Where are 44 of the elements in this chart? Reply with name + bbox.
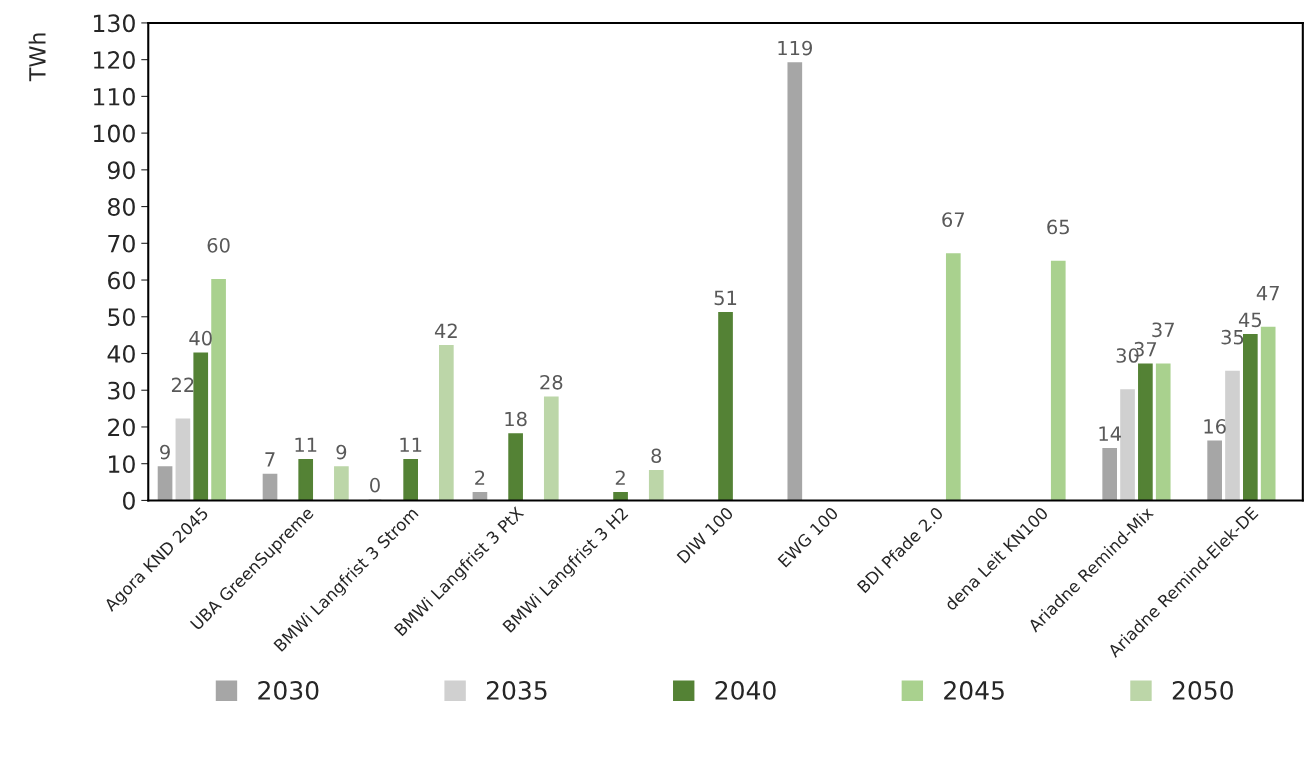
data-label: 11 — [400, 437, 422, 452]
legend-label: 2050 — [1172, 680, 1233, 700]
data-label: 65 — [1047, 219, 1069, 235]
data-label: 18 — [505, 411, 527, 427]
legend-label: 2035 — [486, 680, 547, 700]
data-label: 11 — [295, 437, 317, 452]
data-label: 2 — [475, 470, 485, 485]
y-tick-label: 100 — [93, 124, 135, 143]
data-label: 2 — [615, 470, 625, 485]
data-label: 14 — [1099, 426, 1121, 441]
data-label: 9 — [336, 444, 347, 460]
data-label: 42 — [434, 323, 457, 338]
y-tick-label: 130 — [93, 14, 135, 33]
y-tick-label: 120 — [93, 51, 135, 69]
y-tick-label: 110 — [93, 87, 135, 106]
y-tick-label: 0 — [122, 491, 135, 510]
y-tick-label: 60 — [108, 271, 135, 290]
data-label: 119 — [778, 40, 812, 56]
data-label: 7 — [265, 452, 275, 467]
legend-label: 2045 — [944, 680, 1004, 700]
data-label: 47 — [1256, 285, 1279, 301]
data-label: 60 — [207, 237, 230, 253]
y-tick-label: 20 — [108, 418, 135, 437]
data-label: 37 — [1152, 322, 1174, 338]
data-label: 45 — [1238, 312, 1262, 328]
y-tick-label: 30 — [108, 381, 135, 400]
data-label: 67 — [942, 212, 965, 227]
data-label: 16 — [1204, 419, 1226, 434]
y-axis-title: TWh — [28, 33, 46, 82]
y-tick-label: 10 — [109, 455, 135, 473]
legend-label: 2040 — [715, 680, 776, 700]
data-label: 51 — [714, 290, 737, 306]
y-tick-label: 40 — [107, 344, 135, 363]
y-tick-label: 50 — [108, 308, 135, 327]
data-label: 0 — [370, 477, 380, 493]
legend-label: 2030 — [258, 680, 319, 700]
data-label: 28 — [540, 374, 563, 390]
y-tick-label: 90 — [107, 161, 135, 180]
data-label: 8 — [651, 448, 662, 464]
data-label: 9 — [160, 444, 170, 460]
y-tick-label: 70 — [108, 234, 135, 253]
data-label: 35 — [1221, 329, 1244, 345]
data-label: 40 — [189, 330, 212, 346]
y-tick-label: 80 — [108, 198, 135, 216]
